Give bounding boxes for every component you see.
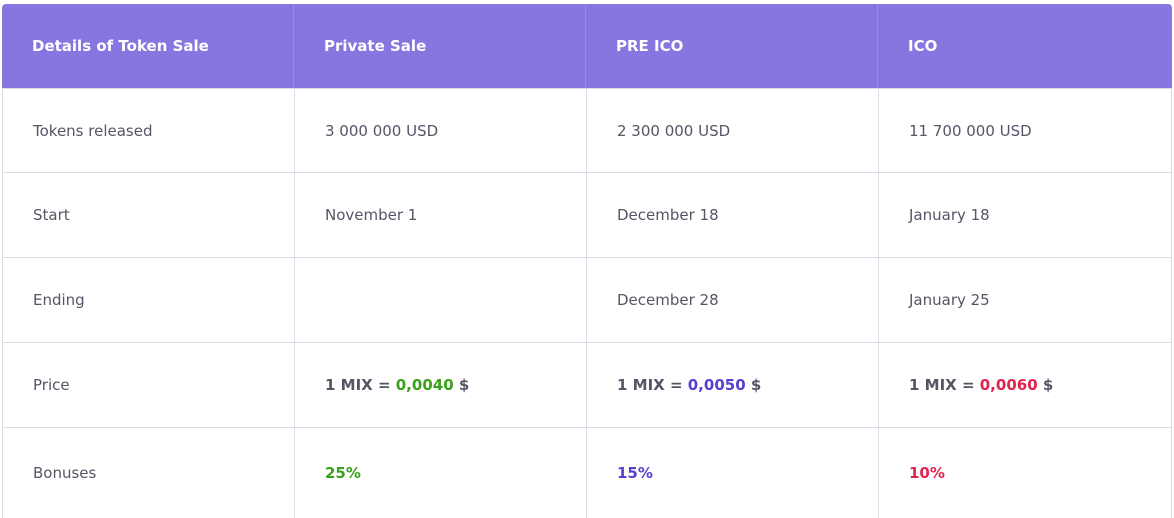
table-row-price: Price 1 MIX = 0,0040 $ 1 MIX = 0,0050 $ … — [2, 343, 1172, 428]
bonus-pre-ico: 15% — [587, 428, 879, 518]
start-pre-ico: December 18 — [587, 173, 879, 257]
price-private-sale: 1 MIX = 0,0040 $ — [295, 343, 587, 427]
table-row-start: Start November 1 December 18 January 18 — [2, 173, 1172, 258]
price-value-private-sale: 0,0040 — [395, 376, 454, 394]
tokens-ico: 11 700 000 USD — [909, 121, 1032, 140]
table-row-tokens-released: Tokens released 3 000 000 USD 2 300 000 … — [2, 88, 1172, 173]
header-ico: ICO — [908, 37, 938, 55]
price-ico: 1 MIX = 0,0060 $ — [879, 343, 1171, 427]
header-details: Details of Token Sale — [2, 4, 294, 88]
row-label-ending: Ending — [3, 258, 295, 342]
price-pre-ico: 1 MIX = 0,0050 $ — [587, 343, 879, 427]
header-private-sale: Private Sale — [294, 4, 586, 88]
bonus-ico: 10% — [909, 464, 945, 482]
price-prefix: 1 MIX = — [325, 376, 396, 394]
row-label-tokens-released: Tokens released — [3, 89, 295, 172]
table-row-ending: Ending December 28 January 25 — [2, 258, 1172, 343]
header-pre-ico: PRE ICO — [586, 4, 878, 88]
table-header-row: Details of Token Sale Private Sale PRE I… — [2, 4, 1172, 88]
price-prefix: 1 MIX = — [617, 376, 688, 394]
row-label-bonuses: Bonuses — [3, 428, 295, 518]
ending-ico: January 25 — [909, 291, 990, 309]
price-suffix: $ — [453, 376, 470, 394]
table-row-bonuses: Bonuses 25% 15% 10% — [2, 428, 1172, 518]
price-prefix: 1 MIX = — [909, 376, 980, 394]
ending-private-sale — [295, 258, 587, 342]
price-suffix: $ — [745, 376, 762, 394]
price-value-pre-ico: 0,0050 — [687, 376, 746, 394]
token-sale-table: Details of Token Sale Private Sale PRE I… — [2, 4, 1172, 518]
price-value-ico: 0,0060 — [979, 376, 1038, 394]
ending-pre-ico: December 28 — [587, 258, 879, 342]
tokens-private-sale: 3 000 000 USD — [295, 89, 587, 172]
tokens-pre-ico: 2 300 000 USD — [587, 89, 879, 172]
row-label-price: Price — [3, 343, 295, 427]
start-ico: January 18 — [909, 206, 990, 224]
bonus-private-sale: 25% — [295, 428, 587, 518]
price-suffix: $ — [1037, 376, 1054, 394]
row-label-start: Start — [3, 173, 295, 257]
start-private-sale: November 1 — [295, 173, 587, 257]
